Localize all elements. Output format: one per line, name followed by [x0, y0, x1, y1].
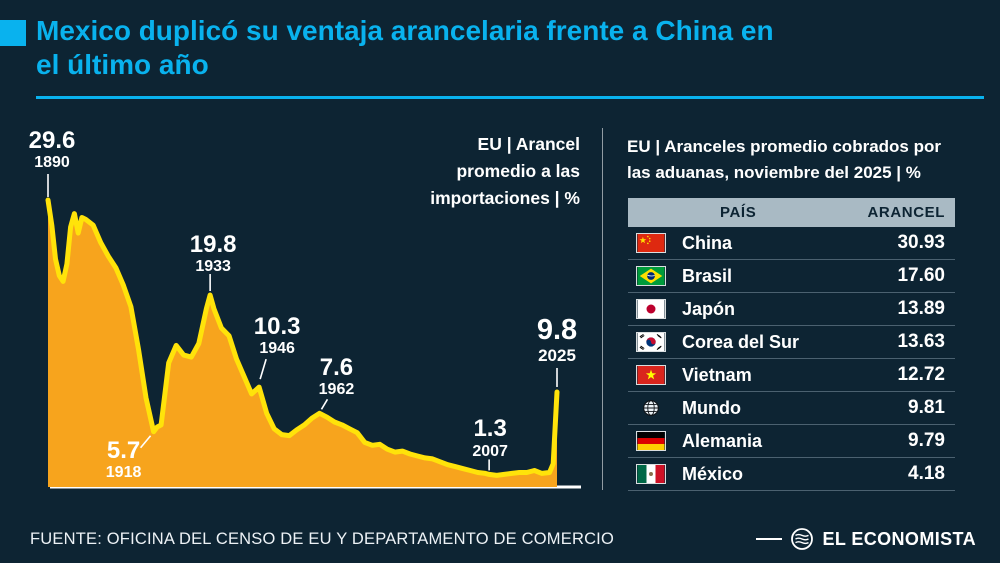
accent-square	[0, 20, 26, 46]
flag-south-korea-icon	[636, 332, 666, 352]
table-title-line-2: las aduanas, noviembre del 2025 | %	[627, 162, 921, 182]
table-header-row: PAÍS ARANCEL	[628, 198, 955, 227]
table-title-line-1: EU | Aranceles promedio cobrados por	[627, 137, 941, 156]
table-row-mexico: México 4.18	[628, 458, 955, 491]
table-row-south-korea: Corea del Sur 13.63	[628, 326, 955, 359]
table-row-vietnam: Vietnam 12.72	[628, 359, 955, 392]
tariff-value: 4.18	[908, 463, 945, 484]
annotation-connector	[259, 358, 267, 380]
country-name: Brasil	[682, 265, 733, 286]
flag-mexico-icon	[636, 464, 666, 484]
table-row-brazil: Brasil 17.60	[628, 260, 955, 293]
country-name: China	[682, 232, 733, 253]
area-fill	[48, 200, 557, 487]
footer: FUENTE: OFICINA DEL CENSO DE EU Y DEPART…	[30, 524, 976, 554]
country-name: México	[682, 463, 744, 484]
table-title: EU | Aranceles promedio cobrados por las…	[627, 134, 941, 185]
annotation-connector	[139, 435, 152, 449]
annotation-connector	[320, 398, 329, 410]
chart-canvas	[45, 174, 581, 489]
brand-name: EL ECONOMISTA	[822, 528, 976, 549]
source-credit: FUENTE: OFICINA DEL CENSO DE EU Y DEPART…	[30, 529, 614, 548]
series-label-line-2: promedio a las	[456, 161, 580, 182]
panel-divider	[602, 128, 603, 490]
flag-japan-icon	[636, 299, 666, 319]
tariff-value: 12.72	[897, 364, 945, 385]
tariff-value: 30.93	[897, 232, 945, 253]
title-line-1: Mexico duplicó su ventaja arancelaria fr…	[36, 15, 774, 46]
tariff-table: PAÍS ARANCEL China 30.93 Brasil 17.60 Ja…	[628, 198, 955, 491]
table-row-germany: Alemania 9.79	[628, 425, 955, 458]
flag-vietnam-icon	[636, 365, 666, 385]
tariff-value: 17.60	[897, 265, 945, 286]
table-row-japan: Japón 13.89	[628, 293, 955, 326]
flag-china-icon	[636, 233, 666, 253]
chart-series-label: EU | Arancel promedio a las importacione…	[430, 131, 580, 212]
header-tariff: ARANCEL	[867, 204, 945, 221]
country-name: Alemania	[682, 430, 763, 451]
brand-logo: EL ECONOMISTA	[756, 527, 976, 551]
tariff-line	[45, 197, 560, 478]
country-name: Mundo	[682, 397, 741, 418]
el-economista-logo-icon	[791, 528, 814, 550]
country-name: Vietnam	[682, 364, 752, 385]
globe-icon	[636, 398, 666, 418]
title-line-2: el último año	[36, 49, 209, 80]
page-title: Mexico duplicó su ventaja arancelaria fr…	[36, 14, 986, 82]
table-row-world: Mundo 9.81	[628, 392, 955, 425]
tariff-value: 9.79	[908, 430, 945, 451]
title-divider	[36, 96, 984, 99]
logo-dash	[756, 538, 783, 540]
country-name: Corea del Sur	[682, 331, 800, 352]
series-label-line-1: EU | Arancel	[477, 134, 580, 154]
country-name: Japón	[682, 298, 736, 319]
table-row-china: China 30.93	[628, 227, 955, 260]
tariff-value: 13.89	[897, 298, 945, 319]
series-label-line-3: importaciones | %	[430, 188, 580, 209]
header-country: PAÍS	[720, 204, 757, 221]
flag-brazil-icon	[636, 266, 666, 286]
tariff-value: 9.81	[908, 397, 945, 418]
tariff-value: 13.63	[897, 331, 945, 352]
flag-germany-icon	[636, 431, 666, 451]
